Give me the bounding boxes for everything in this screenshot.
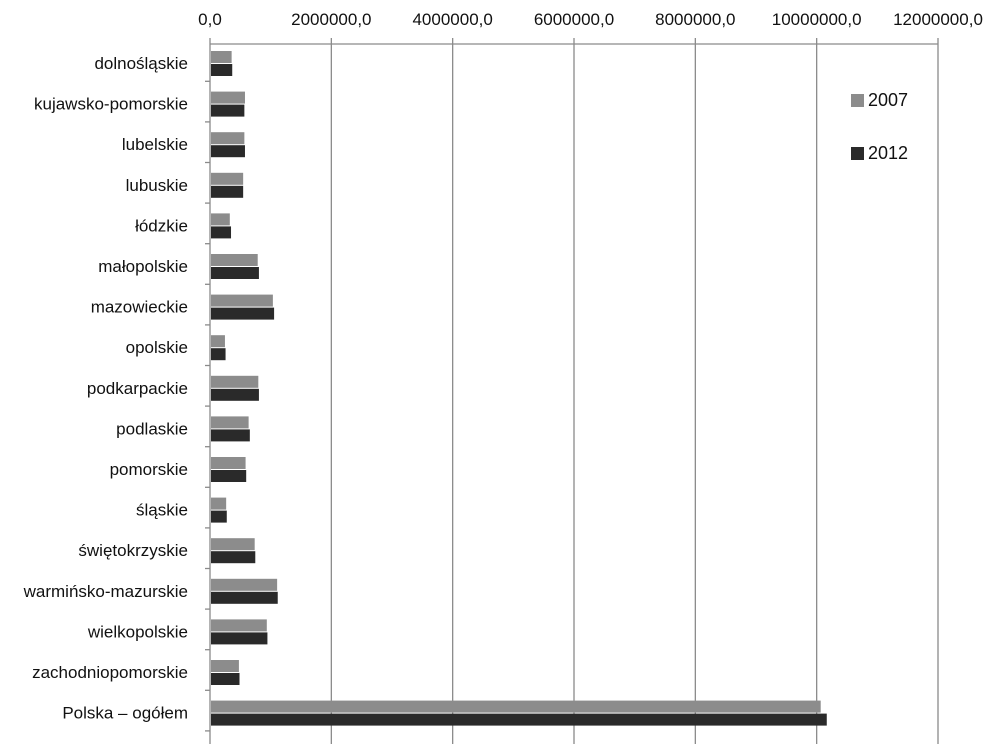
legend-label: 2012 [868,143,908,163]
bar-2012 [211,388,259,401]
bars [211,51,827,726]
bar-2007 [211,213,230,226]
bar-2007 [211,51,232,63]
bar-2012 [211,64,233,76]
legend-label: 2007 [868,90,908,110]
bar-2012 [211,429,250,442]
category-label: małopolskie [98,257,188,276]
bar-2007 [211,91,245,104]
bar-2012 [211,267,259,279]
gridlines [205,38,939,744]
legend-swatch-2012 [851,147,864,160]
x-tick-label: 10000000,0 [772,10,862,29]
bar-2012 [211,104,245,117]
category-label: opolskie [126,338,188,357]
bar-2012 [211,591,278,604]
bar-2007 [211,457,246,469]
category-label: warmińsko-mazurskie [23,582,188,601]
category-label: pomorskie [110,460,188,479]
bar-2012 [211,470,247,482]
category-label: mazowieckie [91,298,188,317]
bar-2012 [211,673,240,685]
category-label: wielkopolskie [87,622,188,641]
x-tick-label: 4000000,0 [412,10,492,29]
bar-2007 [211,375,259,388]
x-tick-label: 8000000,0 [655,10,735,29]
bar-2012 [211,510,227,523]
x-axis-ticks: 0,0 2000000,0 4000000,0 6000000,0 8000000,0 1… [198,10,983,29]
category-label: lubelskie [122,135,188,154]
x-tick-label: 0,0 [198,10,222,29]
category-label: kujawsko-pomorskie [34,95,188,114]
bar-2007 [211,335,225,348]
bar-2007 [211,660,239,672]
bar-2007 [211,416,249,429]
category-label: świętokrzyskie [78,541,188,560]
category-label: łódzkie [135,216,188,235]
bar-2007 [211,578,278,591]
category-label: Polska – ogółem [62,704,188,723]
bar-2007 [211,497,227,510]
bar-2007 [211,172,244,185]
bar-2007 [211,132,245,145]
category-label: śląskie [136,501,188,520]
category-label: lubuskie [126,176,188,195]
bar-2012 [211,632,268,645]
bar-2012 [211,145,245,158]
bar-2012 [211,551,256,564]
bar-2012 [211,185,244,198]
bar-2012 [211,713,827,726]
bar-2007 [211,294,273,307]
bar-2007 [211,254,258,266]
legend-swatch-2007 [851,94,864,107]
category-label: dolnośląskie [94,54,188,73]
category-labels: dolnośląskie kujawsko-pomorskie lubelskie l… [23,54,188,723]
category-label: zachodniopomorskie [32,663,188,682]
bar-2012 [211,348,226,361]
legend: 2007 2012 [851,90,908,163]
bar-2012 [211,226,232,239]
category-label: podkarpackie [87,379,188,398]
bar-2012 [211,307,275,320]
bar-2007 [211,700,821,713]
bar-2007 [211,538,255,551]
x-tick-label: 12000000,0 [893,10,983,29]
x-tick-label: 6000000,0 [534,10,614,29]
x-tick-label: 2000000,0 [291,10,371,29]
category-label: podlaskie [116,419,188,438]
bar-2007 [211,619,267,632]
